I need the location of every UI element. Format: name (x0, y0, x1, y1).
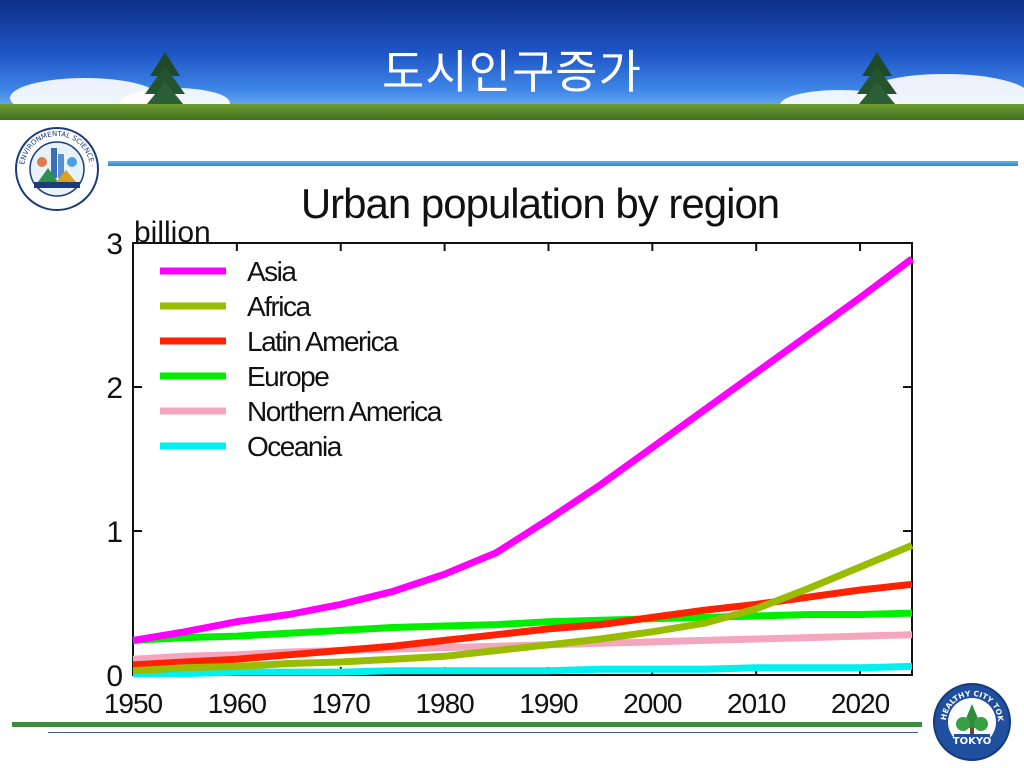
x-tick-label: 1950 (104, 688, 163, 719)
bottom-thin-divider (48, 732, 918, 733)
y-tick-label: 3 (106, 228, 123, 261)
x-tick-label: 2020 (831, 688, 890, 719)
legend-label: Oceania (247, 431, 343, 462)
legend-label: Africa (247, 291, 312, 322)
series-line-europe (132, 609, 913, 644)
legend-label: Europe (247, 361, 329, 392)
axis-ticks: 1950 1960 1970 1980 1990 2000 2010 2020 0 1 2 3 (104, 228, 912, 719)
x-tick-label: 1990 (519, 688, 578, 719)
x-tick-label: 1960 (208, 688, 267, 719)
plot-frame (132, 242, 913, 676)
x-tick-label: 1980 (415, 688, 474, 719)
x-tick-label: 2000 (623, 688, 682, 719)
env-science-public-health-logo: ENVIRONMENTAL SCIENCE · PUBLIC HEALTH (14, 126, 99, 211)
slide-title: 도시인구증가 (382, 45, 642, 99)
x-tick-label: 1970 (312, 688, 371, 719)
healthy-city-tokyo-logo: HEALTHY CITY TOKYO TOKYO (932, 682, 1011, 761)
slide-header-banner: 도시인구증가 (0, 0, 1024, 120)
legend-label: Northern America (247, 396, 443, 427)
top-divider (108, 161, 1018, 166)
x-tick-label: 2010 (727, 688, 786, 719)
grass-strip (0, 104, 1024, 120)
y-axis-unit-label: billion (134, 216, 211, 249)
y-tick-label: 2 (106, 372, 123, 405)
legend-label: Latin America (247, 326, 399, 357)
bottom-divider (12, 722, 922, 727)
y-tick-label: 0 (106, 660, 123, 693)
legend-label: Asia (247, 256, 297, 287)
series-line-asia (132, 255, 915, 644)
legend: Asia Africa Latin America Europe Northern Am… (160, 256, 444, 462)
chart-title: Urban population by region (301, 180, 779, 227)
series-line-oceania (133, 662, 913, 678)
series-line-africa (132, 542, 914, 675)
y-tick-label: 1 (106, 516, 123, 549)
logo-right-bottom-text: TOKYO (953, 736, 991, 747)
series-lines (132, 255, 915, 678)
